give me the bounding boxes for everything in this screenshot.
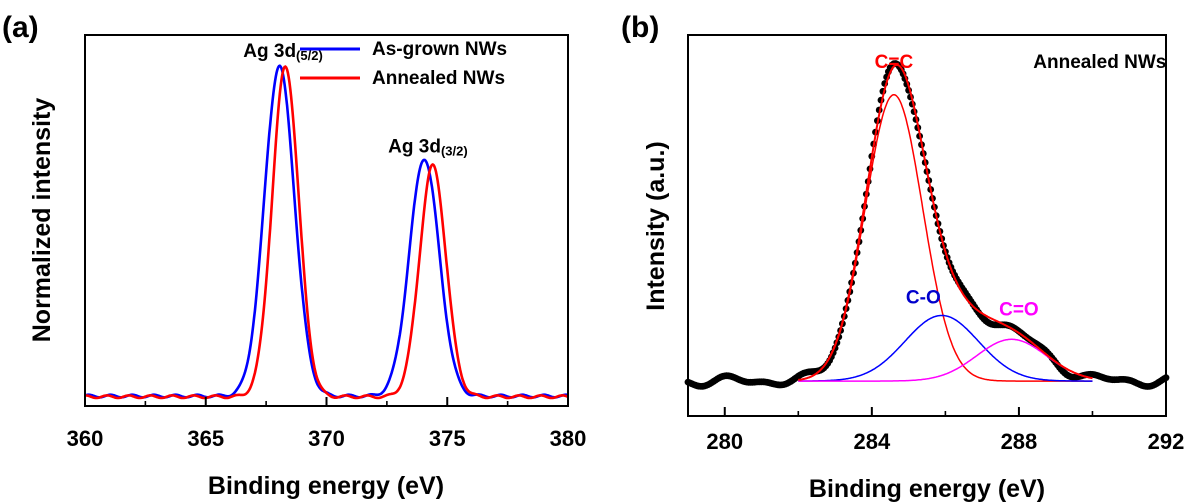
peak-annotation-sub: (3/2) bbox=[441, 144, 468, 159]
x-tick-label: 365 bbox=[187, 426, 224, 451]
panel-a-x-axis-title: Binding energy (eV) bbox=[208, 472, 444, 500]
fit-component-line bbox=[798, 338, 1093, 382]
x-tick-label: 292 bbox=[1148, 429, 1185, 454]
panel-a: (a) 360 365 370 375 380 Binding energy (eV) … bbox=[2, 11, 586, 500]
panel-a-legend: As-grown NWs Annealed NWs bbox=[300, 39, 507, 89]
series-line-as-grown bbox=[84, 64, 569, 399]
component-annotation: C=O bbox=[999, 299, 1039, 320]
panel-b-annotations: Annealed NWs C=C C-O C=O bbox=[875, 52, 1167, 321]
fit-envelope-line bbox=[798, 63, 1093, 381]
panel-b-label: (b) bbox=[621, 11, 659, 44]
peak-annotation-sub: (5/2) bbox=[296, 48, 323, 63]
peak-annotation: Ag 3d(5/2) bbox=[243, 41, 323, 63]
x-tick-label: 284 bbox=[853, 429, 890, 454]
panel-a-x-ticks: 360 365 370 375 380 bbox=[67, 397, 587, 451]
panel-a-frame bbox=[84, 34, 569, 407]
panel-a-annotations: Ag 3d(5/2)Ag 3d(3/2) bbox=[243, 41, 467, 159]
legend-label: Annealed NWs bbox=[372, 68, 505, 89]
x-tick-label: 288 bbox=[1001, 429, 1038, 454]
panel-b-plot-area bbox=[684, 60, 1170, 390]
series-line-annealed bbox=[85, 65, 569, 400]
component-annotation: C-O bbox=[906, 288, 941, 309]
x-tick-label: 280 bbox=[706, 429, 743, 454]
panel-b-y-axis-title: Intensity (a.u.) bbox=[642, 141, 670, 310]
panel-a-label: (a) bbox=[2, 11, 39, 44]
panel-a-plot-area bbox=[84, 64, 569, 400]
panel-b-x-axis-title: Binding energy (eV) bbox=[809, 475, 1045, 503]
fit-component-line bbox=[798, 314, 1093, 382]
peak-annotation: Ag 3d(3/2) bbox=[388, 137, 468, 159]
panel-b-frame bbox=[687, 34, 1167, 417]
panel-a-y-axis-title: Normalized intensity bbox=[28, 98, 56, 343]
x-tick-label: 380 bbox=[550, 426, 587, 451]
component-annotation: C=C bbox=[875, 52, 914, 73]
panel-b: (b) 280 284 288 292 Binding energy (eV) Int… bbox=[621, 11, 1184, 503]
x-tick-label: 360 bbox=[67, 426, 104, 451]
peak-annotation-main: Ag 3d bbox=[388, 137, 441, 158]
component-annotation: Annealed NWs bbox=[1033, 52, 1166, 73]
fit-component-line bbox=[798, 94, 1093, 382]
peak-annotation-main: Ag 3d bbox=[243, 41, 296, 62]
legend-label: As-grown NWs bbox=[372, 39, 507, 60]
x-tick-label: 370 bbox=[308, 426, 345, 451]
panel-b-x-ticks: 280 284 288 292 bbox=[706, 407, 1184, 454]
x-tick-label: 375 bbox=[429, 426, 466, 451]
